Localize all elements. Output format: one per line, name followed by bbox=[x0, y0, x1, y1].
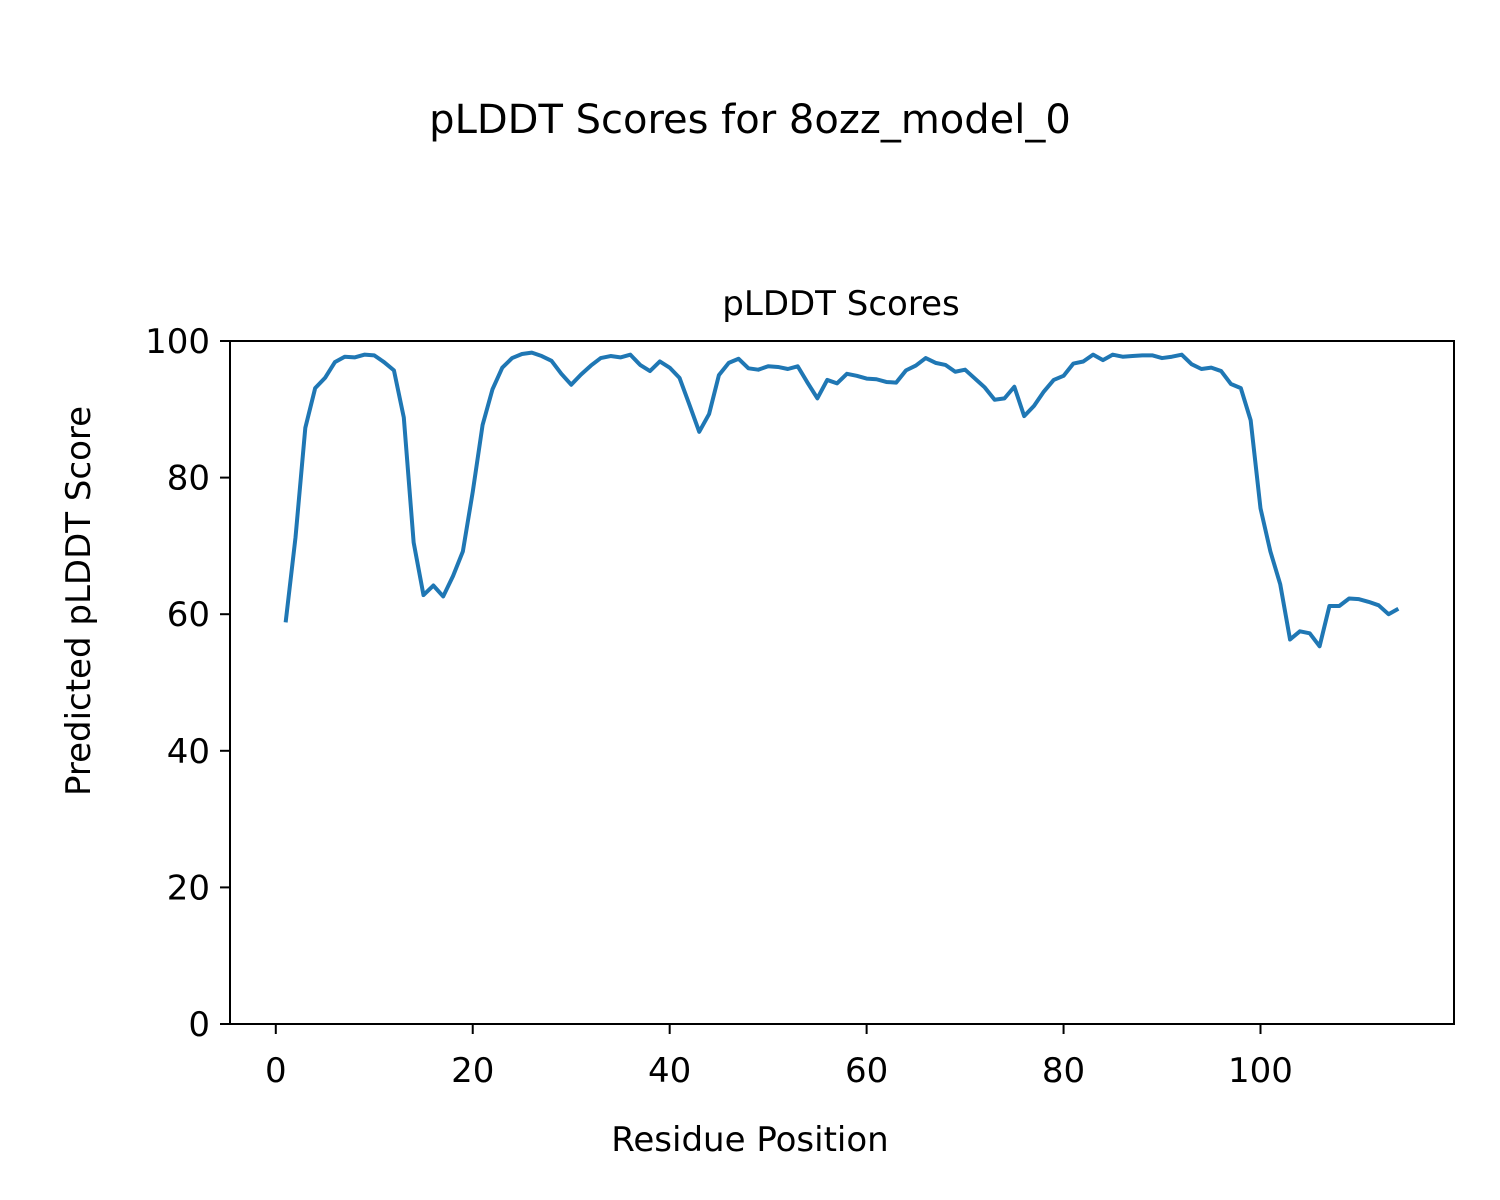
x-tick-label: 40 bbox=[648, 1051, 691, 1091]
x-axis-label: Residue Position bbox=[611, 1120, 888, 1160]
axes-title: pLDDT Scores bbox=[722, 284, 959, 324]
y-tick-label: 100 bbox=[145, 322, 210, 362]
x-tick-label: 80 bbox=[1042, 1051, 1085, 1091]
x-tick-label: 20 bbox=[451, 1051, 494, 1091]
x-tick-label: 100 bbox=[1228, 1051, 1293, 1091]
figure-title: pLDDT Scores for 8ozz_model_0 bbox=[429, 97, 1071, 143]
axes-frame bbox=[229, 340, 1455, 1025]
y-tick-label: 40 bbox=[167, 732, 210, 772]
x-tick-label: 60 bbox=[845, 1051, 888, 1091]
y-tick-label: 0 bbox=[188, 1005, 210, 1045]
y-tick-label: 80 bbox=[167, 459, 210, 499]
y-axis-label: Predicted pLDDT Score bbox=[59, 406, 99, 796]
plot-area bbox=[283, 350, 1400, 649]
y-tick-label: 20 bbox=[167, 868, 210, 908]
series-line-0 bbox=[283, 350, 1400, 649]
x-tick-label: 0 bbox=[265, 1051, 287, 1091]
y-axis: 0 20 40 60 80 100 bbox=[145, 322, 230, 1045]
y-tick-label: 60 bbox=[167, 595, 210, 635]
x-axis: 0 20 40 60 80 100 bbox=[265, 1024, 1293, 1091]
